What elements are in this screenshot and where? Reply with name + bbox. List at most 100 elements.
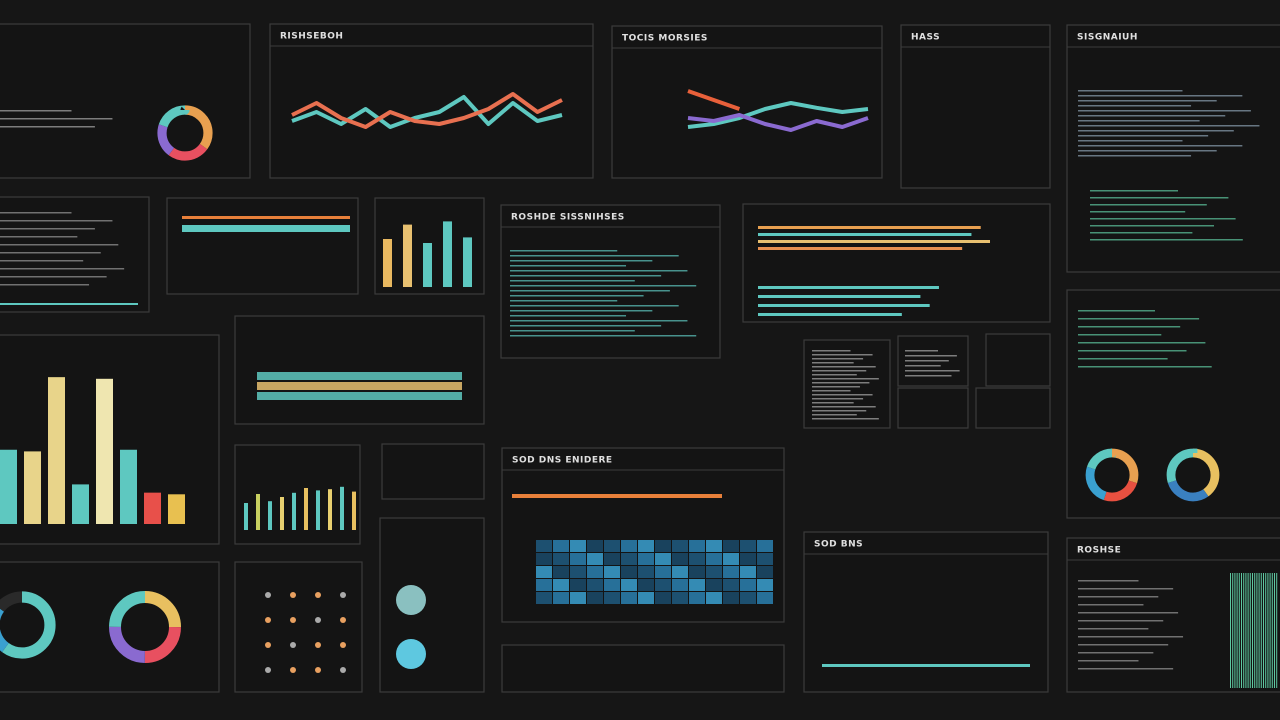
panel bbox=[1066, 537, 1280, 693]
bar bbox=[268, 501, 272, 530]
stripe bbox=[257, 382, 462, 390]
heat-cell bbox=[689, 566, 705, 578]
text-line bbox=[812, 418, 879, 420]
bubble bbox=[396, 585, 426, 615]
heat-cell bbox=[553, 540, 569, 552]
heat-cell bbox=[536, 566, 552, 578]
text-line bbox=[1078, 326, 1181, 328]
panel bbox=[611, 25, 883, 179]
donut-segment bbox=[109, 591, 181, 663]
text-line bbox=[905, 365, 941, 367]
heat-cell bbox=[621, 566, 637, 578]
text-line bbox=[812, 354, 873, 356]
panel bbox=[379, 517, 485, 693]
icon-dot bbox=[340, 667, 346, 673]
bar bbox=[340, 486, 344, 530]
text-line bbox=[812, 410, 867, 412]
panel bbox=[166, 197, 359, 295]
stripe bbox=[257, 372, 462, 380]
text-line bbox=[1078, 588, 1174, 590]
text-line bbox=[1090, 239, 1243, 241]
heat-cell bbox=[604, 592, 620, 604]
heat-cell bbox=[757, 579, 773, 591]
icon-dot bbox=[315, 592, 321, 598]
heat-cell bbox=[553, 592, 569, 604]
text-line bbox=[0, 126, 95, 128]
heat-cell bbox=[621, 553, 637, 565]
text-line bbox=[905, 375, 952, 377]
heat-cell bbox=[655, 579, 671, 591]
text-line bbox=[905, 355, 957, 357]
heat-cell bbox=[672, 540, 688, 552]
text-line bbox=[1078, 366, 1212, 368]
column-line bbox=[1230, 573, 1231, 688]
donut-segment bbox=[0, 591, 56, 659]
text-line bbox=[1078, 334, 1162, 336]
icon-dot bbox=[340, 592, 346, 598]
text-line bbox=[1078, 100, 1217, 102]
panel bbox=[269, 23, 594, 179]
heat-cell bbox=[536, 540, 552, 552]
text-line bbox=[1078, 90, 1183, 92]
text-line bbox=[812, 362, 854, 364]
text-line bbox=[1078, 105, 1192, 107]
column-line bbox=[1249, 573, 1251, 688]
text-line bbox=[510, 325, 662, 327]
text-line bbox=[812, 414, 857, 416]
hbar bbox=[758, 295, 921, 298]
text-line bbox=[1090, 232, 1193, 234]
heat-cell bbox=[536, 579, 552, 591]
column-line bbox=[1271, 573, 1273, 688]
text-line bbox=[510, 295, 644, 297]
bar bbox=[292, 492, 296, 530]
text-line bbox=[0, 110, 72, 112]
text-line bbox=[1078, 150, 1217, 152]
heat-cell bbox=[587, 579, 603, 591]
text-line bbox=[905, 360, 949, 362]
column-line bbox=[1263, 573, 1264, 688]
text-line bbox=[812, 374, 857, 376]
heat-cell bbox=[672, 553, 688, 565]
column-line bbox=[1245, 573, 1247, 688]
heat-cell bbox=[570, 540, 586, 552]
heat-cell bbox=[621, 579, 637, 591]
line-series bbox=[291, 95, 563, 129]
panel bbox=[501, 644, 785, 693]
heat-cell bbox=[570, 553, 586, 565]
text-line bbox=[0, 260, 84, 262]
text-line bbox=[1078, 110, 1251, 112]
heat-cell bbox=[621, 540, 637, 552]
text-line bbox=[1078, 668, 1174, 670]
heat-cell bbox=[757, 566, 773, 578]
text-line bbox=[812, 378, 879, 380]
stripe bbox=[182, 216, 350, 219]
text-line bbox=[812, 350, 851, 352]
column-line bbox=[1276, 573, 1278, 688]
column-line bbox=[1238, 573, 1240, 688]
panel bbox=[897, 387, 969, 429]
panel bbox=[1066, 24, 1280, 273]
bar bbox=[96, 378, 113, 524]
bar bbox=[48, 377, 65, 524]
heat-cell bbox=[740, 540, 756, 552]
text-line bbox=[0, 284, 90, 286]
bar bbox=[72, 484, 89, 524]
heat-cell bbox=[638, 566, 654, 578]
stripe bbox=[182, 225, 350, 232]
hbar bbox=[758, 286, 939, 289]
donut-segment bbox=[157, 105, 213, 161]
heat-cell bbox=[672, 579, 688, 591]
column-line bbox=[1258, 573, 1260, 688]
heat-cell bbox=[570, 592, 586, 604]
column-line bbox=[1241, 573, 1242, 688]
text-line bbox=[812, 366, 876, 368]
heat-cell bbox=[689, 540, 705, 552]
text-line bbox=[1078, 140, 1183, 142]
heat-cell bbox=[638, 540, 654, 552]
text-line bbox=[1078, 130, 1234, 132]
panel bbox=[803, 531, 1049, 693]
text-line bbox=[510, 250, 618, 252]
panel bbox=[234, 444, 361, 545]
icon-dot bbox=[265, 617, 271, 623]
bar bbox=[316, 490, 320, 530]
